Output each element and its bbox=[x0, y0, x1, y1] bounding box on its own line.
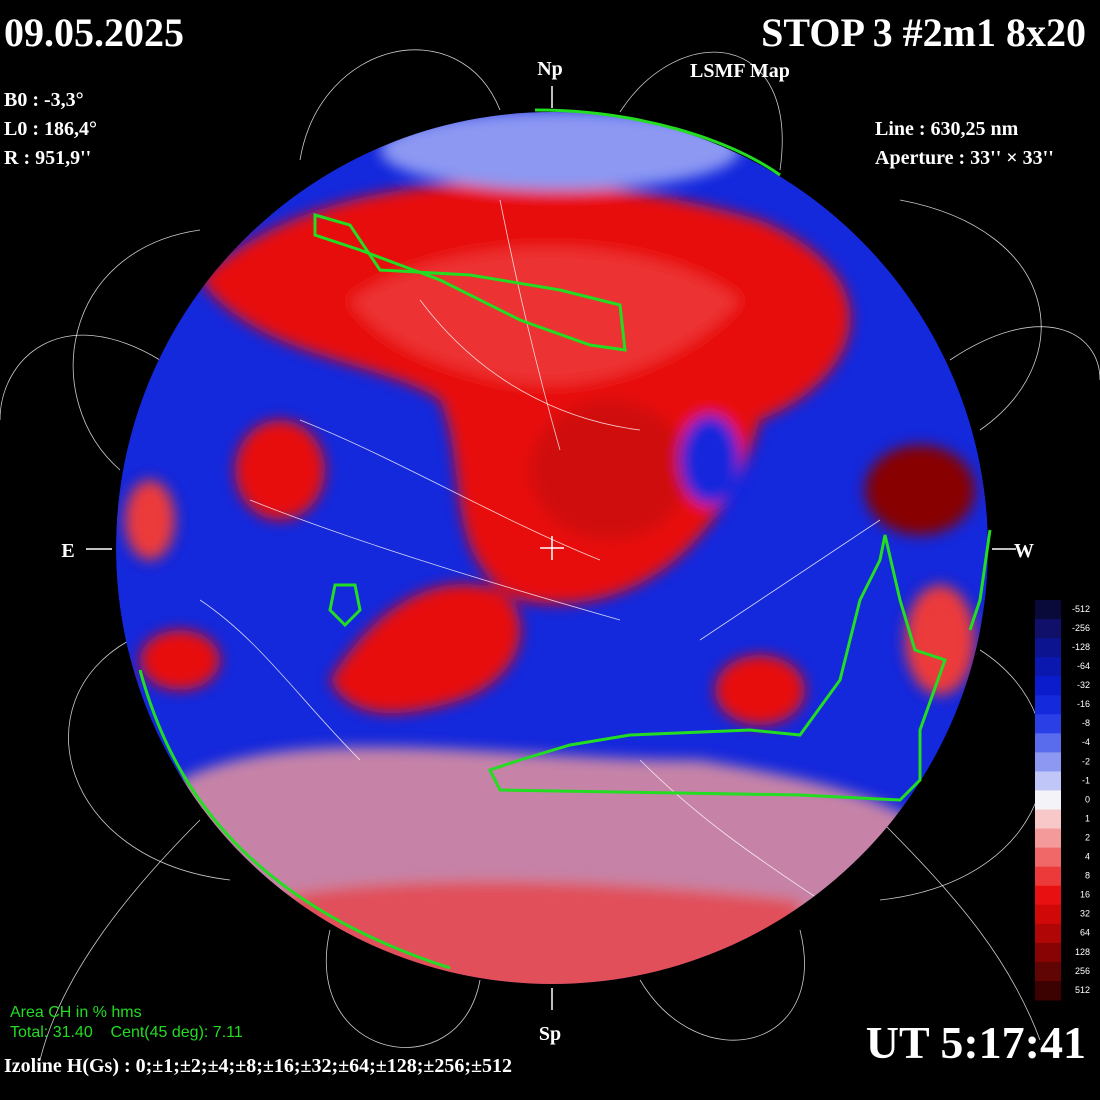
colorbar-swatch bbox=[1035, 866, 1061, 887]
area-title: Area CH in % hms bbox=[10, 1004, 142, 1021]
colorbar-label: 0 bbox=[1085, 794, 1090, 804]
colorbar-swatch bbox=[1035, 733, 1061, 753]
colorbar-swatch bbox=[1035, 714, 1061, 734]
colorbar-label: -16 bbox=[1077, 699, 1090, 709]
colorbar-label: 256 bbox=[1075, 966, 1090, 976]
colorbar-swatch bbox=[1035, 676, 1061, 696]
l0: L0 : 186,4° bbox=[4, 118, 97, 140]
subtitle: LSMF Map bbox=[690, 60, 790, 82]
line: Line : 630,25 nm bbox=[875, 118, 1019, 140]
colorbar-label: -4 bbox=[1082, 737, 1090, 747]
colorbar-swatch bbox=[1035, 638, 1061, 658]
colorbar-swatch bbox=[1035, 695, 1061, 715]
aperture: Aperture : 33'' × 33'' bbox=[875, 147, 1054, 169]
colorbar-swatch bbox=[1035, 847, 1061, 868]
title: STOP 3 #2m1 8x20 bbox=[761, 10, 1086, 55]
field-lines-outer bbox=[0, 49, 1100, 1061]
colorbar-swatch bbox=[1035, 752, 1061, 772]
colorbar-swatch bbox=[1035, 904, 1061, 925]
colorbar-swatch bbox=[1035, 828, 1061, 849]
colorbar-label: 8 bbox=[1085, 871, 1090, 881]
colorbar-swatch bbox=[1035, 619, 1061, 639]
time: UT 5:17:41 bbox=[866, 1017, 1086, 1068]
colorbar-label: -2 bbox=[1082, 756, 1090, 766]
colorbar-swatch bbox=[1035, 961, 1061, 982]
colorbar-swatch bbox=[1035, 790, 1061, 811]
colorbar-swatch bbox=[1035, 600, 1061, 620]
colorbar-label: -1 bbox=[1082, 775, 1090, 785]
colorbar-label: -256 bbox=[1072, 623, 1090, 633]
colorbar-swatch bbox=[1035, 942, 1061, 963]
south-label: Sp bbox=[539, 1023, 561, 1045]
colorbar-swatch bbox=[1035, 923, 1061, 944]
isolines: Izoline H(Gs) : 0;±1;±2;±4;±8;±16;±32;±6… bbox=[4, 1055, 512, 1077]
colorbar-swatch bbox=[1035, 657, 1061, 677]
colorbar-label: 16 bbox=[1080, 890, 1090, 900]
colorbar-label: 1 bbox=[1085, 813, 1090, 823]
colorbar-label: -64 bbox=[1077, 661, 1090, 671]
colorbar-label: 64 bbox=[1080, 928, 1090, 938]
north-label: Np bbox=[537, 58, 563, 80]
coronal-hole-contours bbox=[138, 108, 992, 970]
solar-disk bbox=[116, 112, 988, 984]
field-lines-disk bbox=[199, 199, 881, 901]
b0: B0 : -3,3° bbox=[4, 89, 84, 111]
colorbar-label: 32 bbox=[1080, 909, 1090, 919]
colorbar-swatch bbox=[1035, 980, 1061, 1001]
colorbar-label: 128 bbox=[1075, 947, 1090, 957]
area-values: Total: 31.40 Cent(45 deg): 7.11 bbox=[10, 1024, 243, 1041]
colorbar-label: 2 bbox=[1085, 832, 1090, 842]
colorbar-swatch bbox=[1035, 885, 1061, 906]
colorbar-label: -32 bbox=[1077, 680, 1090, 690]
colorbar: -512 -256 -128 -64 -32 -16 -8 -4 -2 -1 0 1 2 4 8 16 32 64… bbox=[1035, 600, 1090, 1001]
colorbar-swatch bbox=[1035, 809, 1061, 830]
date: 09.05.2025 bbox=[4, 10, 184, 55]
colorbar-label: 512 bbox=[1075, 985, 1090, 995]
east-label: E bbox=[61, 540, 74, 562]
west-label: W bbox=[1014, 540, 1034, 562]
radius: R : 951,9'' bbox=[4, 147, 91, 169]
colorbar-label: -512 bbox=[1072, 604, 1090, 614]
colorbar-label: -8 bbox=[1082, 718, 1090, 728]
colorbar-label: 4 bbox=[1085, 852, 1090, 862]
colorbar-label: -128 bbox=[1072, 642, 1090, 652]
colorbar-swatch bbox=[1035, 771, 1061, 791]
disk-markers bbox=[86, 86, 1016, 1010]
